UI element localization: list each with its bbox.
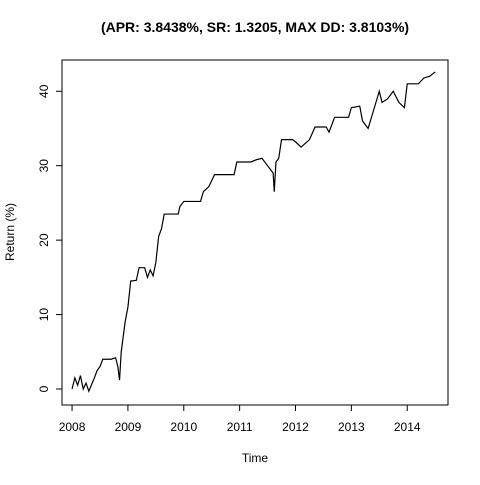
x-axis-label: Time <box>242 451 269 465</box>
data-line <box>71 71 436 393</box>
chart-title: (APR: 3.8438%, SR: 1.3205, MAX DD: 3.810… <box>101 19 409 35</box>
x-tick-label: 2013 <box>338 420 365 434</box>
y-tick-label: 40 <box>37 84 51 98</box>
y-axis-label: Return (%) <box>3 203 17 261</box>
y-tick-label: 10 <box>37 308 51 322</box>
y-tick-label: 30 <box>37 159 51 173</box>
y-tick-label: 0 <box>37 385 51 392</box>
x-tick-label: 2008 <box>59 420 86 434</box>
plot-frame <box>61 59 449 406</box>
x-tick-label: 2009 <box>115 420 142 434</box>
x-tick-label: 2014 <box>394 420 421 434</box>
x-tick-label: 2012 <box>282 420 309 434</box>
y-tick-label: 20 <box>37 233 51 247</box>
x-tick-label: 2010 <box>170 420 197 434</box>
x-tick-label: 2011 <box>227 420 253 434</box>
